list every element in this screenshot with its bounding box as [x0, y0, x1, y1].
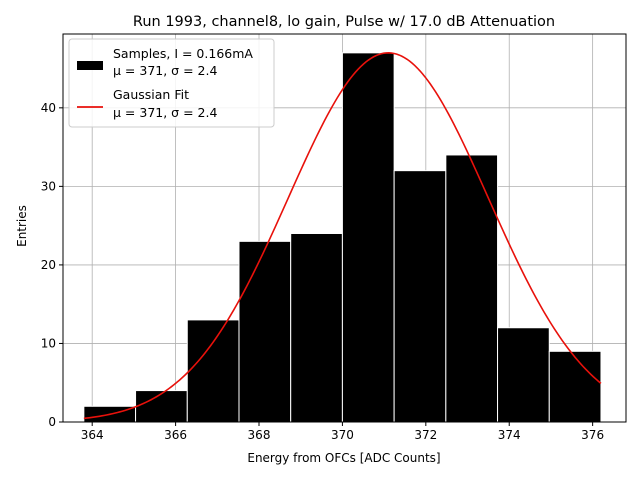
- x-axis-label: Energy from OFCs [ADC Counts]: [247, 451, 440, 465]
- y-tick-label: 20: [41, 258, 56, 272]
- histogram-bar: [186, 319, 240, 423]
- legend: Samples, I = 0.166mA μ = 371, σ = 2.4 Ga…: [68, 38, 275, 128]
- histogram-bar: [135, 390, 188, 423]
- x-tick-label: 364: [81, 428, 104, 442]
- x-tick-label: 372: [414, 428, 437, 442]
- legend-samples-line2: μ = 371, σ = 2.4: [113, 63, 217, 78]
- y-tick-label: 10: [41, 336, 56, 350]
- y-axis-label: Entries: [15, 205, 29, 247]
- y-tick-label: 30: [41, 179, 56, 193]
- histogram-bar: [445, 154, 499, 423]
- legend-samples-swatch: [77, 61, 103, 70]
- histogram-bar: [290, 232, 343, 423]
- histogram-bar: [341, 52, 395, 423]
- legend-box: [68, 38, 275, 128]
- x-tick-label: 370: [331, 428, 354, 442]
- legend-samples-line1: Samples, I = 0.166mA: [113, 46, 253, 61]
- y-tick-label: 40: [41, 101, 56, 115]
- histogram-bars: [83, 52, 602, 423]
- x-tick-label: 368: [248, 428, 271, 442]
- x-tick-label: 374: [498, 428, 521, 442]
- histogram-bar: [238, 240, 292, 423]
- chart-title: Run 1993, channel8, lo gain, Pulse w/ 17…: [133, 14, 555, 30]
- histogram-bar: [497, 327, 550, 423]
- gaussian-fit-curve: [83, 52, 602, 420]
- histogram-bar: [548, 350, 602, 423]
- legend-fit-line1: Gaussian Fit: [113, 87, 189, 102]
- y-tick-label: 0: [48, 415, 56, 429]
- x-tick-label: 376: [581, 428, 604, 442]
- x-tick-label: 366: [164, 428, 187, 442]
- plot-frame: [62, 33, 627, 423]
- legend-fit-line2: μ = 371, σ = 2.4: [113, 105, 217, 120]
- axis-ticks: 364 366 368 370 372 374 376 0 10 20 30 40: [41, 101, 604, 442]
- histogram-bar: [393, 170, 447, 423]
